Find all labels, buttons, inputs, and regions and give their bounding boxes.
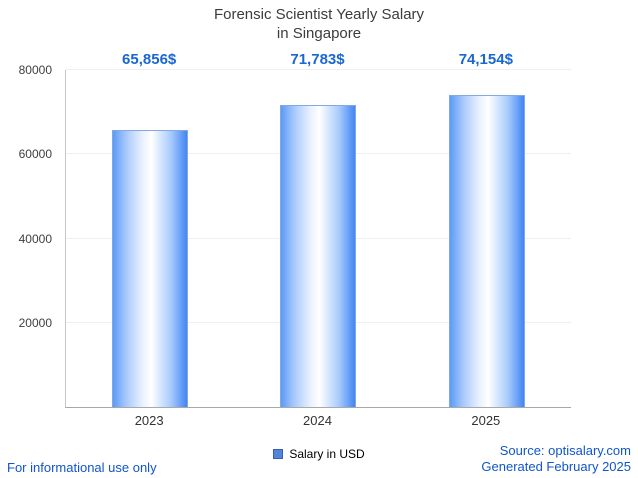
chart-title-line-1: Forensic Scientist Yearly Salary	[213, 6, 425, 23]
footer-source-block: Source: optisalary.com Generated Februar…	[481, 443, 631, 475]
bar-slot	[403, 70, 571, 407]
y-tick-label: 60000	[18, 147, 52, 162]
bars-row	[66, 70, 571, 407]
x-tick-label-2024: 2024	[303, 413, 332, 428]
footer-disclaimer: For informational use only	[7, 460, 157, 475]
bar-slot	[66, 70, 234, 407]
plot-area	[65, 69, 571, 408]
y-axis-labels: 20000 40000 60000 80000	[0, 63, 58, 407]
bar-2025	[448, 94, 525, 407]
y-tick-label: 20000	[18, 315, 52, 330]
value-label-2023: 65,856$	[122, 51, 177, 68]
x-tick-label-2023: 2023	[134, 413, 164, 428]
bar-2024	[280, 104, 357, 407]
gridline	[66, 69, 571, 70]
chart-title: Forensic Scientist Yearly Salary in Sing…	[0, 5, 638, 43]
legend: Salary in USD	[0, 447, 638, 461]
bar-2023	[112, 129, 189, 407]
generated-date: Generated February 2025	[481, 459, 631, 474]
y-tick-label: 80000	[18, 63, 52, 77]
legend-marker-icon	[273, 449, 284, 459]
chart-title-line-2: in Singapore	[276, 25, 362, 42]
y-tick-label: 40000	[18, 231, 52, 246]
value-labels-row: 65,856$ 71,783$ 74,154$	[65, 51, 570, 71]
value-label-2024: 71,783$	[290, 51, 345, 68]
legend-label: Salary in USD	[289, 447, 365, 461]
x-axis-labels: 2023 2024 2025	[65, 413, 570, 428]
source-link[interactable]: Source: optisalary.com	[499, 443, 631, 458]
value-label-2025: 74,154$	[458, 51, 513, 68]
bar-slot	[234, 70, 402, 407]
x-tick-label-2025: 2025	[471, 413, 501, 428]
